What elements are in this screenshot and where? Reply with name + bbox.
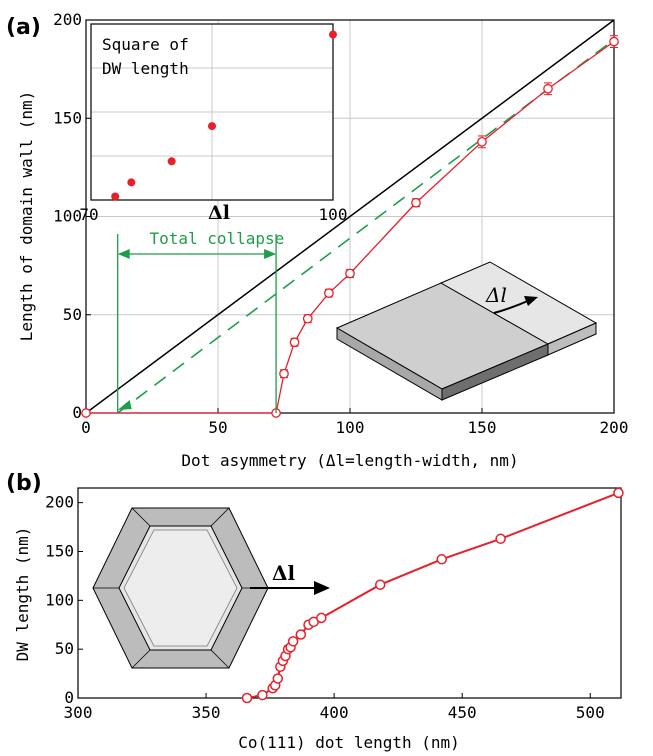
inset-xtick-label: 70 [79,205,98,224]
main-ytick-label: 200 [53,10,82,29]
inset-grid [91,24,333,200]
bottom-data-point [436,554,447,565]
bottom-data-point [272,673,284,684]
collapse-arrowhead-right [264,249,277,259]
bottom-xtick-label: 400 [320,703,349,722]
main-xtick-label: 150 [468,418,497,437]
bottom-data-point [241,692,253,704]
inset-points [111,30,337,201]
bottom-xtick-label: 450 [448,703,477,722]
collapse-arrowhead-left [117,249,130,259]
bottom-ytick-label: 200 [45,493,74,512]
data-point [279,368,289,379]
main-ylabel: Length of domain wall (nm) [17,91,36,341]
main-ytick-label: 50 [63,305,82,324]
data-point [324,288,334,298]
data-point [477,136,487,147]
main-xtick-label: 50 [208,418,227,437]
main-xlabel: Dot asymmetry (Δl=length-width, nm) [181,451,518,470]
slab-illustration: Δl [335,261,598,401]
bottom-ytick-label: 50 [55,639,74,658]
reference-line [85,19,615,414]
data-point [345,268,355,279]
data-point [609,36,619,47]
hexagon-edge [210,507,230,527]
bottom-xtick-label: 300 [64,703,93,722]
hexagon-inner [123,529,238,647]
main-xtick-label: 100 [336,418,365,437]
inset-ticks: 70 100 [79,205,347,224]
hexagon-edge [131,507,151,527]
bottom-plot-frame [77,487,622,699]
data-point [289,337,300,348]
panel-b-label: (b) [6,471,42,496]
slab-arrowhead [524,296,538,306]
estimate-arrowhead [117,400,132,410]
bottom-data-line [246,491,619,699]
inset-title: Square of DW length [102,35,198,78]
bottom-ytick-label: 0 [64,688,74,707]
bottom-data-point [257,689,268,701]
inset-data-point [208,122,216,131]
inset-frame [90,23,334,201]
slab-delta-label: Δl [485,283,507,307]
slab-extension-side [547,322,597,356]
bottom-data-point [295,629,307,640]
data-point [411,197,421,208]
hexagon-illustration: Δl [92,507,330,669]
main-ytick-label: 100 [53,207,82,226]
inset-data-point [127,178,136,187]
hexagon-edge [131,649,151,669]
data-point [81,408,91,418]
bottom-data-point [374,579,386,590]
main-ytick-label: 0 [72,403,82,422]
bottom-data-point [287,636,299,647]
bottom-ylabel: DW length (nm) [13,527,32,662]
bottom-xtick-label: 500 [576,703,605,722]
main-xtick-label: 200 [600,418,629,437]
main-ytick-label: 150 [53,108,82,127]
bottom-xlabel: Co(111) dot length (nm) [238,733,460,752]
hexagon-arrowhead [314,581,330,595]
inset-chart: Square of DW length 70 100 Δl [79,23,347,224]
bottom-ytick-label: 100 [45,590,74,609]
bottom-xtick-label: 350 [192,703,221,722]
data-point [543,83,553,94]
total-collapse-label: Total collapse [149,229,284,248]
inset-xtick-label: 100 [319,205,348,224]
bottom-data-point [495,533,506,545]
hexagon-delta-label: Δl [272,561,296,585]
main-ticks: 0 50 100 150 200 0 50 100 150 200 [53,10,628,437]
bottom-series [241,487,624,704]
main-series [81,19,619,418]
data-point [302,313,313,324]
hexagon-edge [210,649,230,669]
total-collapse-annotation: Total collapse [117,229,284,413]
panel-a-label: (a) [6,15,41,40]
bottom-ticks: 300 350 400 450 500 0 50 100 150 200 [45,493,605,722]
main-xtick-label: 0 [81,418,91,437]
inset-data-point [329,30,337,39]
bottom-data-point [613,487,624,499]
inset-data-point [167,157,176,166]
bottom-chart: 300 350 400 450 500 0 50 100 150 200 Co(111) dot … [13,487,624,752]
bottom-data-point [316,612,327,624]
inset-data-point [111,192,120,201]
inset-xlabel: Δl [208,202,230,224]
bottom-ytick-label: 150 [45,541,74,560]
